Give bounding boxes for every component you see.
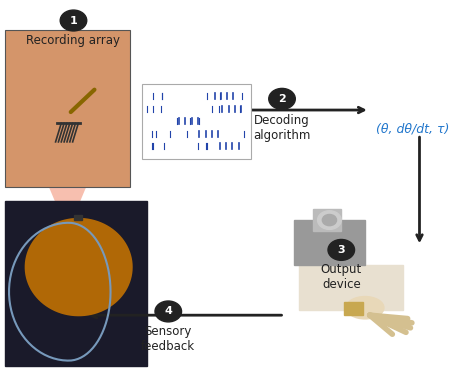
Polygon shape xyxy=(25,218,133,316)
FancyBboxPatch shape xyxy=(5,30,130,186)
Text: 2: 2 xyxy=(278,94,286,104)
Text: 3: 3 xyxy=(337,245,345,255)
Bar xyxy=(294,220,365,265)
Text: Decoding
algorithm: Decoding algorithm xyxy=(253,114,311,142)
Bar xyxy=(5,201,147,366)
Text: 4: 4 xyxy=(164,307,172,316)
Bar xyxy=(313,209,341,231)
Circle shape xyxy=(328,239,355,260)
Polygon shape xyxy=(49,186,86,231)
FancyBboxPatch shape xyxy=(142,84,251,159)
Bar xyxy=(74,215,82,220)
Circle shape xyxy=(269,88,295,109)
Text: Sensory
feedback: Sensory feedback xyxy=(141,325,195,352)
Circle shape xyxy=(322,214,337,226)
Bar xyxy=(344,302,363,315)
Text: Output
device: Output device xyxy=(320,263,362,291)
Ellipse shape xyxy=(346,297,384,319)
Circle shape xyxy=(318,211,341,229)
Text: Recording array: Recording array xyxy=(27,34,120,47)
Circle shape xyxy=(60,10,87,31)
Text: (θ, dθ/dt, τ): (θ, dθ/dt, τ) xyxy=(376,122,449,135)
Circle shape xyxy=(155,301,182,322)
Bar xyxy=(299,265,403,310)
Text: 1: 1 xyxy=(70,16,77,25)
